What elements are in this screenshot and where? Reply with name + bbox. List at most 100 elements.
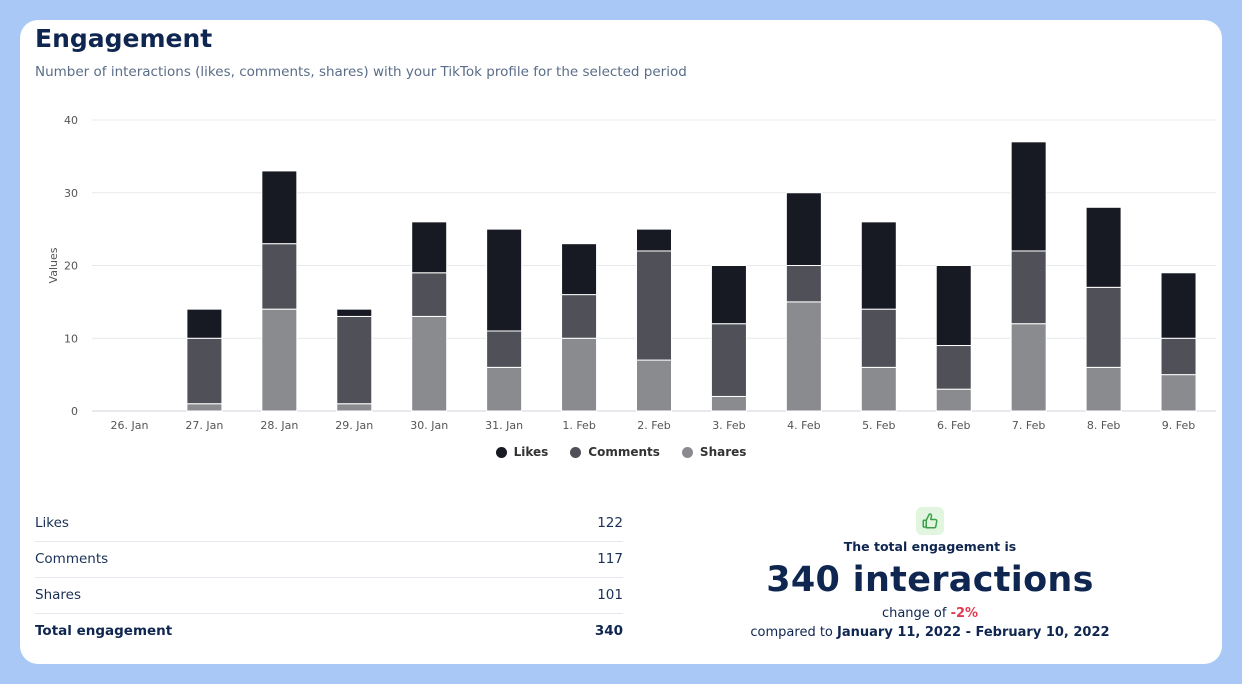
legend-label-likes: Likes [513, 445, 549, 459]
y-tick-label: 10 [64, 332, 78, 345]
bar-shares-2 [261, 308, 298, 412]
stat-total-label: Total engagement [35, 623, 173, 639]
x-tick-label: 27. Jan [185, 419, 223, 432]
bar-likes-14 [1160, 272, 1197, 339]
bar-likes-4 [411, 221, 448, 274]
thumbs-up-icon [916, 507, 944, 535]
y-axis-label: Values [47, 247, 60, 283]
stat-label: Comments [35, 551, 109, 567]
y-tick-label: 20 [64, 260, 78, 273]
chart-legend: Likes Comments Shares [20, 445, 1222, 459]
bar-shares-13 [1085, 366, 1122, 412]
x-tick-label: 6. Feb [937, 419, 970, 432]
x-tick-label: 9. Feb [1162, 419, 1195, 432]
change-prefix: change of [881, 606, 951, 621]
bar-comments-5 [486, 330, 523, 368]
page-subtitle: Number of interactions (likes, comments,… [35, 64, 687, 80]
bar-shares-7 [636, 359, 672, 412]
page-title: Engagement [35, 24, 213, 53]
bar-comments-1 [186, 337, 223, 405]
bar-shares-6 [561, 337, 598, 412]
bar-shares-8 [710, 395, 747, 412]
legend-item-shares[interactable]: Shares [681, 445, 747, 459]
bar-comments-12 [1010, 250, 1047, 325]
x-tick-label: 30. Jan [410, 419, 448, 432]
compare-range: January 11, 2022 - February 10, 2022 [837, 625, 1110, 640]
bar-likes-3 [336, 308, 373, 317]
bar-comments-13 [1085, 286, 1122, 368]
bar-shares-9 [785, 301, 822, 412]
bar-comments-14 [1160, 337, 1197, 376]
stat-value: 101 [597, 587, 623, 603]
bar-likes-2 [261, 170, 298, 245]
stat-row-shares: Shares 101 [35, 578, 623, 614]
bar-comments-2 [261, 243, 298, 310]
stats-table: Likes 122 Comments 117 Shares 101 Total … [35, 506, 623, 649]
bar-comments-11 [935, 345, 972, 390]
compare-prefix: compared to [750, 625, 838, 640]
bar-likes-8 [710, 265, 747, 325]
change-value: -2% [950, 606, 979, 621]
bar-comments-4 [411, 272, 448, 317]
legend-label-comments: Comments [588, 445, 660, 459]
legend-dot-likes [495, 446, 507, 458]
legend-dot-shares [681, 446, 693, 458]
bar-shares-3 [336, 403, 373, 412]
x-tick-label: 28. Jan [260, 419, 298, 432]
bar-shares-4 [411, 315, 448, 412]
engagement-summary: The total engagement is 340 interactions… [680, 507, 1180, 640]
bar-likes-9 [785, 192, 822, 266]
bar-shares-14 [1160, 374, 1197, 412]
stat-row-total: Total engagement 340 [35, 614, 623, 649]
bar-likes-11 [935, 265, 972, 347]
x-tick-label: 29. Jan [335, 419, 373, 432]
summary-change: change of -2% [680, 606, 1180, 621]
engagement-chart: 0 10 20 30 40 Values 26. Jan 27. Jan 28. Jan 29. … [47, 114, 1216, 432]
stat-label: Shares [35, 587, 81, 603]
x-tick-label: 2. Feb [637, 419, 670, 432]
bar-shares-5 [486, 366, 523, 412]
y-tick-label: 0 [71, 405, 78, 418]
bar-comments-7 [636, 250, 672, 361]
stat-row-comments: Comments 117 [35, 542, 623, 578]
bar-comments-10 [860, 308, 897, 368]
bar-comments-8 [710, 323, 747, 397]
legend-dot-comments [570, 446, 582, 458]
summary-label: The total engagement is [843, 539, 1017, 554]
legend-item-likes[interactable]: Likes [495, 445, 549, 459]
x-tick-label: 8. Feb [1087, 419, 1120, 432]
bar-likes-12 [1010, 141, 1047, 252]
legend-label-shares: Shares [699, 445, 747, 459]
x-tick-label: 7. Feb [1012, 419, 1045, 432]
stat-label: Likes [35, 515, 69, 531]
stat-value: 122 [597, 515, 623, 531]
bar-likes-10 [860, 221, 897, 310]
x-tick-label: 5. Feb [862, 419, 895, 432]
stat-total-value: 340 [594, 623, 623, 639]
bar-comments-9 [785, 265, 822, 303]
bar-comments-3 [336, 315, 373, 405]
x-tick-label: 26. Jan [110, 419, 148, 432]
bar-shares-12 [1010, 323, 1047, 412]
legend-item-comments[interactable]: Comments [570, 445, 660, 459]
x-tick-label: 1. Feb [562, 419, 595, 432]
bar-shares-10 [860, 366, 897, 412]
summary-compare: compared to January 11, 2022 - February … [680, 625, 1180, 640]
bar-likes-5 [486, 228, 523, 332]
summary-total: 340 interactions [766, 560, 1094, 600]
bar-shares-11 [935, 388, 972, 412]
bar-likes-1 [186, 308, 223, 339]
bar-comments-6 [561, 294, 598, 339]
y-tick-label: 40 [64, 114, 78, 127]
x-tick-label: 4. Feb [787, 419, 820, 432]
bar-likes-6 [561, 243, 598, 296]
x-tick-label: 31. Jan [485, 419, 523, 432]
bar-likes-7 [636, 228, 672, 252]
bar-shares-1 [186, 403, 223, 412]
stat-row-likes: Likes 122 [35, 506, 623, 542]
y-tick-label: 30 [64, 187, 78, 200]
x-tick-label: 3. Feb [712, 419, 745, 432]
stat-value: 117 [597, 551, 623, 567]
bar-likes-13 [1085, 206, 1122, 288]
engagement-card: Engagement Number of interactions (likes… [20, 20, 1222, 664]
